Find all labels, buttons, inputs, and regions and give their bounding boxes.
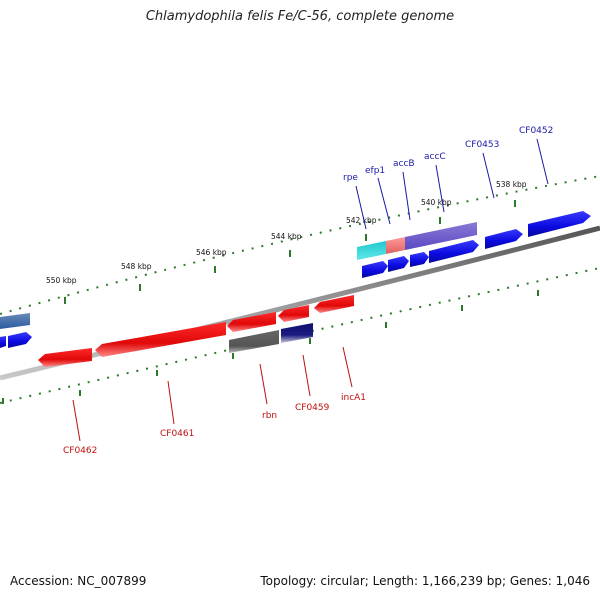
major-ticks (2, 200, 539, 404)
gene-rpe-lower (362, 261, 388, 278)
gene-rbn-upper (227, 312, 276, 332)
map-title: Chlamydophila felis Fe/C-56, complete ge… (145, 9, 455, 24)
label-CF0459: CF0459 (295, 403, 330, 413)
gene-rpe (357, 241, 386, 260)
gene-efp1 (386, 237, 405, 254)
scale-label-546: 546 kbp (196, 248, 227, 257)
gene-CF0459-upper (278, 305, 309, 322)
label-CF0462: CF0462 (63, 446, 97, 456)
gene-CF0452 (528, 211, 591, 237)
gene-rbn (229, 330, 279, 353)
genome-summary-text: Topology: circular; Length: 1,166,239 bp… (260, 574, 590, 588)
label-incA1: incA1 (341, 393, 366, 403)
scale-label-548: 548 kbp (121, 262, 152, 271)
scale-label-550: 550 kbp (46, 276, 77, 285)
gene-CF0459 (281, 323, 313, 343)
gene-CF0453 (485, 229, 523, 249)
reverse-gene-labels: CF0462 CF0461 rbn CF0459 incA1 (63, 393, 366, 456)
gene-accC-lower (429, 240, 479, 263)
scale-labels: 550 kbp 548 kbp 546 kbp 544 kbp 542 kbp … (46, 180, 527, 285)
forward-genes (0, 211, 591, 348)
scale-label-542: 542 kbp (346, 216, 377, 225)
label-CF0453: CF0453 (465, 140, 499, 150)
label-efp1: efp1 (365, 166, 385, 176)
label-rbn: rbn (262, 411, 277, 421)
gene-left-blue-2 (8, 332, 32, 348)
gene-accB-accC (405, 222, 477, 250)
label-CF0452: CF0452 (519, 126, 553, 136)
scale-label-544: 544 kbp (271, 232, 302, 241)
accession-text: Accession: NC_007899 (10, 574, 147, 588)
scale-label-538: 538 kbp (496, 180, 527, 189)
label-CF0461: CF0461 (160, 429, 194, 439)
gene-accB-lower (410, 252, 429, 267)
forward-label-lines (355, 138, 549, 230)
gene-left-edge-blue (0, 336, 6, 348)
label-accB: accB (393, 159, 415, 169)
gene-incA1 (314, 295, 354, 313)
outer-scale-line (0, 175, 600, 315)
scale-label-540: 540 kbp (421, 198, 452, 207)
forward-gene-labels: rpe efp1 accB accC CF0453 CF0452 (343, 126, 553, 183)
gene-left-edge-steel (0, 313, 30, 329)
reverse-genes (38, 295, 354, 367)
gene-CF0462 (38, 348, 92, 367)
label-rpe: rpe (343, 173, 358, 183)
reverse-label-lines (72, 346, 353, 442)
gene-CF0461 (95, 322, 226, 357)
label-accC: accC (424, 152, 446, 162)
gene-efp1-lower (388, 256, 409, 272)
